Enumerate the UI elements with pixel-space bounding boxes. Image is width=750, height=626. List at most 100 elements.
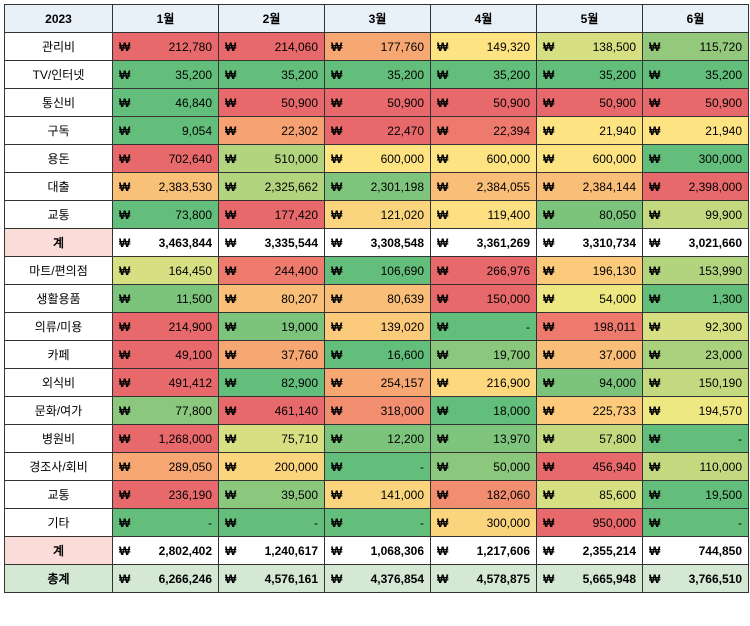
amount: 35,200 bbox=[281, 68, 318, 82]
amount: 46,840 bbox=[175, 96, 212, 110]
amount: - bbox=[208, 516, 212, 530]
amount: 214,060 bbox=[275, 40, 318, 54]
currency-symbol: ₩ bbox=[331, 432, 342, 446]
cell-value: ₩289,050 bbox=[113, 453, 219, 481]
cell-value: ₩3,021,660 bbox=[643, 229, 749, 257]
currency-symbol: ₩ bbox=[331, 404, 342, 418]
cell-value: ₩35,200 bbox=[219, 61, 325, 89]
amount: 121,020 bbox=[381, 208, 424, 222]
cell-value: ₩3,308,548 bbox=[325, 229, 431, 257]
currency-symbol: ₩ bbox=[649, 124, 660, 138]
year-header: 2023 bbox=[5, 5, 113, 33]
currency-symbol: ₩ bbox=[543, 40, 554, 54]
currency-symbol: ₩ bbox=[119, 376, 130, 390]
currency-symbol: ₩ bbox=[119, 236, 130, 250]
cell-value: ₩4,578,875 bbox=[431, 565, 537, 593]
amount: 19,700 bbox=[493, 348, 530, 362]
currency-symbol: ₩ bbox=[543, 348, 554, 362]
amount: 35,200 bbox=[599, 68, 636, 82]
currency-symbol: ₩ bbox=[649, 348, 660, 362]
amount: 456,940 bbox=[593, 460, 636, 474]
cell-value: ₩950,000 bbox=[537, 509, 643, 537]
cell-value: ₩139,020 bbox=[325, 313, 431, 341]
row-label: 계 bbox=[5, 229, 113, 257]
currency-symbol: ₩ bbox=[437, 208, 448, 222]
currency-symbol: ₩ bbox=[225, 488, 236, 502]
cell-value: ₩1,068,306 bbox=[325, 537, 431, 565]
currency-symbol: ₩ bbox=[543, 572, 554, 586]
amount: 18,000 bbox=[493, 404, 530, 418]
amount: 4,578,875 bbox=[477, 572, 530, 586]
currency-symbol: ₩ bbox=[331, 544, 342, 558]
currency-symbol: ₩ bbox=[331, 96, 342, 110]
cell-value: ₩- bbox=[325, 453, 431, 481]
amount: 57,800 bbox=[599, 432, 636, 446]
currency-symbol: ₩ bbox=[543, 236, 554, 250]
expense-table: 2023 1월 2월 3월 4월 5월 6월 관리비₩212,780₩214,0… bbox=[4, 4, 749, 593]
currency-symbol: ₩ bbox=[225, 264, 236, 278]
currency-symbol: ₩ bbox=[225, 68, 236, 82]
cell-value: ₩99,900 bbox=[643, 201, 749, 229]
cell-value: ₩212,780 bbox=[113, 33, 219, 61]
amount: 1,068,306 bbox=[371, 544, 424, 558]
cell-value: ₩22,394 bbox=[431, 117, 537, 145]
amount: 94,000 bbox=[599, 376, 636, 390]
row-label: 교통 bbox=[5, 481, 113, 509]
cell-value: ₩254,157 bbox=[325, 369, 431, 397]
amount: 16,600 bbox=[387, 348, 424, 362]
amount: 196,130 bbox=[593, 264, 636, 278]
row-label: 관리비 bbox=[5, 33, 113, 61]
amount: 22,470 bbox=[387, 124, 424, 138]
cell-value: ₩149,320 bbox=[431, 33, 537, 61]
amount: 3,021,660 bbox=[689, 236, 742, 250]
cell-value: ₩16,600 bbox=[325, 341, 431, 369]
cell-value: ₩3,310,734 bbox=[537, 229, 643, 257]
currency-symbol: ₩ bbox=[649, 208, 660, 222]
amount: 35,200 bbox=[387, 68, 424, 82]
amount: 85,600 bbox=[599, 488, 636, 502]
cell-value: ₩702,640 bbox=[113, 145, 219, 173]
cell-value: ₩461,140 bbox=[219, 397, 325, 425]
amount: 177,420 bbox=[275, 208, 318, 222]
cell-value: ₩2,384,055 bbox=[431, 173, 537, 201]
currency-symbol: ₩ bbox=[649, 320, 660, 334]
amount: 2,355,214 bbox=[583, 544, 636, 558]
cell-value: ₩177,420 bbox=[219, 201, 325, 229]
cell-value: ₩57,800 bbox=[537, 425, 643, 453]
cell-value: ₩1,268,000 bbox=[113, 425, 219, 453]
amount: 266,976 bbox=[487, 264, 530, 278]
currency-symbol: ₩ bbox=[437, 96, 448, 110]
amount: 177,760 bbox=[381, 40, 424, 54]
amount: 110,000 bbox=[700, 460, 743, 474]
cell-value: ₩22,470 bbox=[325, 117, 431, 145]
amount: 1,268,000 bbox=[159, 432, 212, 446]
currency-symbol: ₩ bbox=[119, 152, 130, 166]
currency-symbol: ₩ bbox=[649, 516, 660, 530]
cell-value: ₩94,000 bbox=[537, 369, 643, 397]
amount: 702,640 bbox=[169, 152, 212, 166]
currency-symbol: ₩ bbox=[649, 376, 660, 390]
cell-value: ₩- bbox=[325, 509, 431, 537]
currency-symbol: ₩ bbox=[119, 320, 130, 334]
amount: 2,384,055 bbox=[477, 180, 530, 194]
amount: 194,570 bbox=[699, 404, 742, 418]
row-label: 병원비 bbox=[5, 425, 113, 453]
currency-symbol: ₩ bbox=[225, 432, 236, 446]
amount: 77,800 bbox=[175, 404, 212, 418]
currency-symbol: ₩ bbox=[119, 432, 130, 446]
currency-symbol: ₩ bbox=[331, 152, 342, 166]
currency-symbol: ₩ bbox=[543, 124, 554, 138]
table-row: 외식비₩491,412₩82,900₩254,157₩216,900₩94,00… bbox=[5, 369, 749, 397]
cell-value: ₩- bbox=[219, 509, 325, 537]
amount: 21,940 bbox=[599, 124, 636, 138]
amount: 3,310,734 bbox=[583, 236, 636, 250]
table-row: 계₩2,802,402₩1,240,617₩1,068,306₩1,217,60… bbox=[5, 537, 749, 565]
table-row: 문화/여가₩77,800₩461,140₩318,000₩18,000₩225,… bbox=[5, 397, 749, 425]
amount: 92,300 bbox=[705, 320, 742, 334]
amount: 744,850 bbox=[699, 544, 742, 558]
amount: 115,720 bbox=[700, 40, 743, 54]
currency-symbol: ₩ bbox=[225, 572, 236, 586]
amount: 289,050 bbox=[169, 460, 212, 474]
currency-symbol: ₩ bbox=[119, 292, 130, 306]
amount: 600,000 bbox=[487, 152, 530, 166]
